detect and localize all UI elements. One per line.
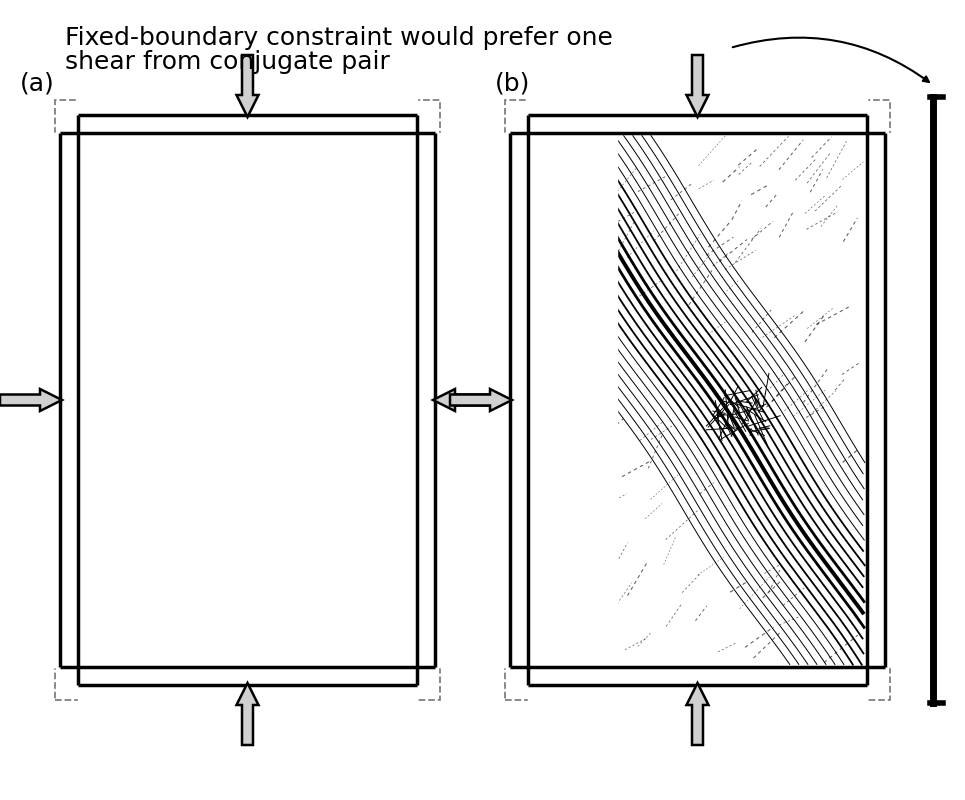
Bar — [78, 667, 417, 800]
Bar — [0, 133, 528, 667]
Bar — [78, 0, 417, 133]
Polygon shape — [450, 389, 512, 411]
Polygon shape — [236, 55, 259, 117]
Text: (a): (a) — [20, 71, 55, 95]
Bar — [528, 0, 867, 133]
Text: Fixed-boundary constraint would prefer one: Fixed-boundary constraint would prefer o… — [65, 26, 613, 50]
Polygon shape — [686, 55, 708, 117]
Bar — [528, 667, 867, 800]
Bar — [55, 100, 440, 700]
Bar — [867, 133, 965, 667]
Bar — [0, 133, 78, 667]
Text: shear from conjugate pair: shear from conjugate pair — [65, 50, 390, 74]
Text: (b): (b) — [495, 71, 531, 95]
Bar — [417, 133, 617, 667]
Polygon shape — [686, 683, 708, 745]
Polygon shape — [236, 683, 259, 745]
Polygon shape — [0, 389, 62, 411]
Bar — [505, 100, 890, 700]
Polygon shape — [433, 389, 495, 411]
